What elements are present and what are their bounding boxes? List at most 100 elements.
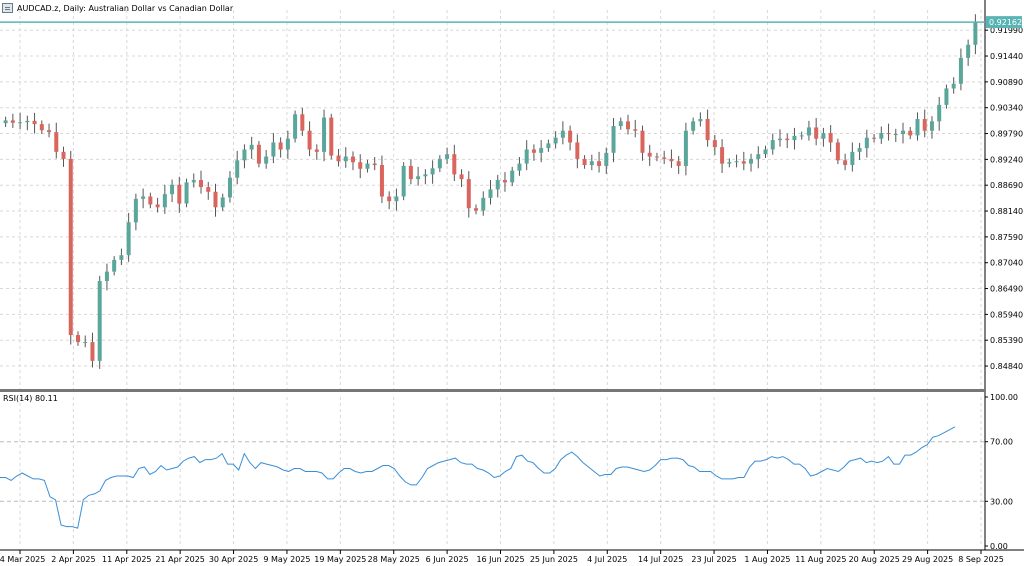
rsi-tick-label: 0.00 <box>990 542 1008 551</box>
candle-body <box>647 152 652 157</box>
x-tick-label: 16 Jun 2025 <box>476 555 524 564</box>
candle-body <box>32 120 37 125</box>
candle-body <box>901 130 906 135</box>
candle-body <box>126 222 131 256</box>
y-tick-label: 0.89790 <box>990 130 1023 139</box>
candle-body <box>452 154 457 175</box>
candle-body <box>886 133 891 135</box>
candle-body <box>727 162 732 164</box>
candle-body <box>712 140 717 148</box>
candle-body <box>54 132 59 152</box>
candle-body <box>604 152 609 166</box>
candle-body <box>821 133 826 139</box>
candle-body <box>459 174 464 180</box>
candle-body <box>814 127 819 139</box>
candle-body <box>18 122 23 124</box>
candle-body <box>213 191 218 208</box>
candle-body <box>720 147 725 164</box>
candle-body <box>162 194 167 208</box>
candle-body <box>922 118 927 131</box>
candle-body <box>785 138 790 141</box>
y-tick-label: 0.86490 <box>990 285 1023 294</box>
candle-body <box>401 165 406 197</box>
candle-body <box>524 149 529 164</box>
candle-body <box>293 114 298 139</box>
x-tick-label: 11 Apr 2025 <box>102 555 151 564</box>
y-tick-label: 0.85940 <box>990 310 1023 319</box>
candle-body <box>915 118 920 136</box>
candle-body <box>39 124 44 131</box>
candle-body <box>553 137 558 144</box>
candle-body <box>343 156 348 162</box>
candle-body <box>199 180 204 188</box>
candle-body <box>828 133 833 143</box>
candle-body <box>662 157 667 159</box>
y-tick-label: 0.84840 <box>990 362 1023 371</box>
candle-body <box>184 182 189 204</box>
y-tick-label: 0.91990 <box>990 26 1023 35</box>
candle-body <box>329 117 334 156</box>
chart-window-icon[interactable] <box>2 3 13 13</box>
candle-body <box>256 144 261 164</box>
candle-body <box>394 196 399 202</box>
candle-body <box>314 149 319 152</box>
candle-body <box>864 137 869 149</box>
y-tick-label: 0.89240 <box>990 155 1023 164</box>
candle-body <box>474 208 479 211</box>
candle-body <box>749 158 754 164</box>
chart-title-bar: AUDCAD.z, Daily: Australian Dollar vs Ca… <box>2 2 233 14</box>
candle-body <box>676 161 681 166</box>
candle-body <box>734 161 739 163</box>
candle-body <box>618 121 623 127</box>
y-tick-label: 0.90340 <box>990 104 1023 113</box>
candle-body <box>83 342 88 344</box>
candle-body <box>893 134 898 136</box>
candle-body <box>350 156 355 163</box>
candle-body <box>104 271 109 282</box>
candle-body <box>756 154 761 159</box>
x-tick-label: 24 Mar 2025 <box>0 555 45 564</box>
x-tick-label: 2 Apr 2025 <box>51 555 95 564</box>
candle-body <box>47 130 52 133</box>
candle-body <box>372 163 377 166</box>
candle-body <box>271 142 276 157</box>
rsi-label: RSI(14) 80.11 <box>3 394 58 403</box>
x-tick-label: 1 Aug 2025 <box>744 555 790 564</box>
x-tick-label: 25 Jun 2025 <box>530 555 578 564</box>
candle-body <box>560 130 565 138</box>
candle-body <box>611 126 616 153</box>
candle-body <box>97 281 102 361</box>
candle-body <box>539 148 544 153</box>
x-tick-label: 8 Sep 2025 <box>958 555 1004 564</box>
candle-body <box>416 176 421 180</box>
candle-body <box>191 180 196 183</box>
candle-body <box>966 44 971 58</box>
candle-body <box>683 130 688 166</box>
candle-body <box>929 121 934 131</box>
candle-body <box>799 135 804 137</box>
candle-body <box>379 165 384 197</box>
x-tick-label: 30 Apr 2025 <box>209 555 258 564</box>
candle-body <box>973 22 978 45</box>
candle-body <box>206 187 211 192</box>
x-tick-label: 28 May 2025 <box>368 555 420 564</box>
x-tick-label: 23 Jul 2025 <box>691 555 736 564</box>
candle-body <box>75 335 80 343</box>
candle-body <box>770 140 775 150</box>
candle-body <box>951 83 956 89</box>
x-tick-label: 21 Apr 2025 <box>155 555 204 564</box>
candle-body <box>495 180 500 190</box>
candle-body <box>835 142 840 161</box>
chart-title: AUDCAD.z, Daily: Australian Dollar vs Ca… <box>17 3 234 13</box>
candle-body <box>119 255 124 260</box>
candle-body <box>640 130 645 153</box>
candle-body <box>705 118 710 141</box>
x-tick-label: 19 May 2025 <box>314 555 366 564</box>
candle-body <box>133 198 138 223</box>
candle-body <box>510 170 515 183</box>
candle-body <box>502 180 507 183</box>
candle-body <box>531 149 536 153</box>
candle-body <box>285 138 290 150</box>
candle-body <box>937 104 942 122</box>
